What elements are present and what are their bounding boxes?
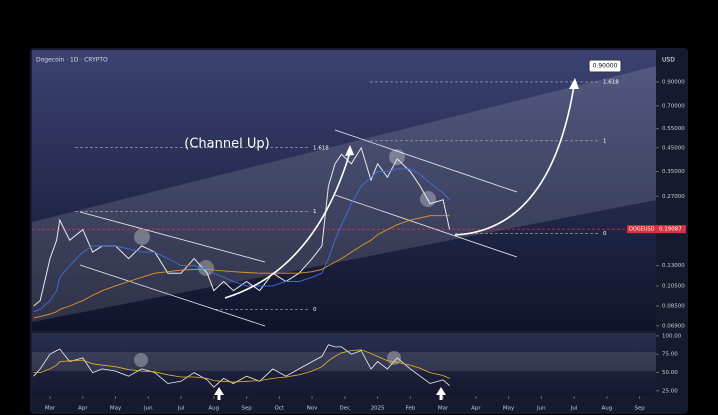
series-line (33, 146, 451, 307)
last-price: 0.19087 (659, 227, 682, 233)
symbol-tag (627, 225, 656, 234)
x-tick-label: Mar (438, 406, 449, 412)
arrow (224, 151, 351, 299)
chart-title: Dogecoin · 1D · CRYPTO (36, 57, 108, 64)
x-tick-label: Sep (634, 406, 645, 412)
price-tag (656, 225, 686, 234)
channel-line (334, 194, 518, 258)
fib-label: 1.618 (313, 145, 329, 151)
currency: USD (662, 57, 675, 64)
series-line (33, 349, 450, 383)
x-tick-label: Jul (177, 406, 185, 412)
x-tick-label: Mar (45, 406, 56, 412)
channel-line (79, 211, 266, 263)
highlight (198, 260, 214, 276)
y-tick-label: 0.10500 (662, 283, 685, 289)
x-tick-label: Apr (471, 406, 481, 412)
y-tick-label: 0.06900 (662, 323, 685, 329)
highlight (134, 229, 150, 245)
highlight (389, 149, 405, 165)
series-line (33, 215, 450, 319)
y-tick-label: 0.08500 (662, 303, 685, 309)
x-tick-label: 2025 (371, 406, 385, 412)
x-tick-label: Apr (78, 406, 88, 412)
arrowhead (569, 78, 579, 89)
rsi-tick-label: 75.00 (662, 352, 678, 358)
channel-line (334, 129, 518, 193)
target-label: 0.90000 (593, 62, 618, 69)
channel-line (79, 264, 266, 327)
arrowhead (345, 145, 354, 156)
rsi-tick-label: 100.00 (662, 333, 682, 339)
arrow (454, 85, 575, 236)
arrow-up (214, 387, 224, 400)
y-tick-label: 0.35000 (662, 169, 685, 175)
y-tick-label: 0.70000 (662, 103, 685, 109)
y-tick-label: 0.27000 (662, 194, 685, 200)
x-tick-label: Oct (275, 406, 285, 412)
x-tick-label: Jun (536, 406, 546, 412)
x-tick-label: May (503, 406, 515, 412)
y-tick-label: 0.13000 (662, 263, 685, 269)
series-line (33, 344, 450, 388)
x-tick-label: Dec (339, 406, 350, 412)
rsi-pane (32, 333, 656, 396)
series-line (33, 168, 450, 313)
fib-label: 0 (603, 231, 607, 237)
fib-label: 1 (603, 138, 607, 144)
x-tick-label: Aug (601, 406, 612, 412)
arrow-up (436, 387, 446, 400)
x-tick-label: Sep (241, 406, 252, 412)
fib-label: 1 (313, 209, 317, 215)
y-tick-label: 0.55000 (662, 126, 685, 132)
x-tick-label: Jun (143, 406, 153, 412)
rsi-tick-label: 50.00 (662, 370, 678, 376)
target-box (588, 59, 622, 73)
fib-label: 0 (313, 307, 317, 313)
symbol: DOGEUSD (629, 227, 655, 233)
x-tick-label: Jul (570, 406, 578, 412)
fib-label: 1.618 (603, 79, 619, 85)
highlight (134, 353, 148, 367)
channel-up (32, 66, 656, 322)
y-tick-label: 0.45000 (662, 145, 685, 151)
rsi-band (32, 352, 656, 371)
x-tick-label: Feb (405, 406, 415, 412)
x-tick-label: May (110, 406, 122, 412)
rsi-tick-label: 25.00 (662, 388, 678, 394)
x-tick-label: Nov (307, 406, 318, 412)
highlight (420, 191, 436, 207)
x-tick-label: Aug (208, 406, 219, 412)
y-tick-label: 0.90000 (662, 79, 685, 85)
data-layer: 1.618 1 0 1.618 1 0 (32, 79, 656, 388)
annotation: (Channel Up) (184, 137, 269, 152)
